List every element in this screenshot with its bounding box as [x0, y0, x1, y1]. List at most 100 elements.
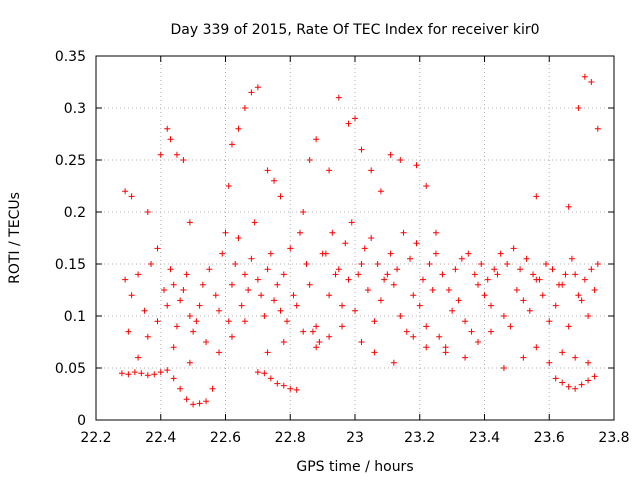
data-point	[164, 367, 171, 374]
data-point	[287, 245, 294, 252]
data-point	[196, 302, 203, 309]
data-point	[423, 323, 430, 330]
data-point	[559, 379, 566, 386]
data-point	[225, 318, 232, 325]
data-point	[585, 377, 592, 384]
data-point	[358, 146, 365, 153]
data-point	[170, 281, 177, 288]
data-point	[335, 266, 342, 273]
data-point	[203, 398, 210, 405]
data-point	[306, 281, 313, 288]
data-point	[154, 318, 161, 325]
data-point	[439, 271, 446, 278]
data-point	[371, 349, 378, 356]
data-point	[135, 271, 142, 278]
data-point	[588, 266, 595, 273]
data-point	[368, 235, 375, 241]
data-point	[144, 209, 151, 215]
data-point	[426, 261, 433, 267]
data-point	[313, 344, 320, 351]
data-point	[384, 271, 391, 278]
data-point	[203, 339, 210, 345]
data-point	[494, 271, 501, 278]
data-point	[591, 287, 598, 293]
data-point	[352, 307, 358, 314]
data-point	[186, 359, 193, 366]
data-point	[241, 105, 248, 111]
data-point	[157, 369, 164, 376]
data-point	[445, 287, 452, 293]
data-point	[326, 292, 333, 299]
data-point	[296, 229, 303, 236]
data-point	[196, 400, 203, 407]
data-point	[543, 261, 550, 267]
data-point	[423, 183, 430, 189]
data-point	[588, 79, 595, 85]
data-point	[455, 297, 462, 304]
data-point	[122, 276, 129, 283]
data-point	[575, 292, 582, 299]
data-point	[533, 193, 540, 200]
data-point	[394, 266, 401, 273]
data-point	[322, 250, 329, 257]
data-point	[497, 250, 504, 257]
data-point	[183, 396, 190, 403]
data-point	[209, 385, 216, 392]
data-point	[183, 271, 190, 278]
data-point	[280, 339, 287, 345]
data-point	[471, 271, 478, 278]
data-point	[219, 250, 226, 257]
data-point	[177, 297, 184, 304]
data-point	[167, 136, 174, 143]
data-point	[128, 292, 135, 299]
data-point	[157, 151, 164, 158]
y-tick-label: 0.15	[55, 257, 86, 273]
data-point	[510, 245, 517, 252]
data-point	[160, 287, 167, 293]
data-point	[186, 313, 193, 319]
data-point	[180, 287, 187, 293]
x-tick-label: 23.6	[534, 430, 565, 446]
data-point	[381, 276, 388, 283]
data-point	[144, 372, 151, 379]
data-point	[141, 307, 148, 314]
data-point	[277, 193, 284, 200]
data-point	[468, 328, 475, 335]
data-point	[578, 381, 585, 388]
y-axis-label: ROTI / TECUs	[7, 192, 23, 284]
data-point	[216, 307, 223, 314]
data-point	[277, 307, 284, 314]
data-point	[167, 266, 174, 273]
chart-title: Day 339 of 2015, Rate Of TEC Index for r…	[170, 22, 539, 38]
data-point	[374, 261, 381, 267]
data-point	[228, 333, 235, 340]
data-point	[585, 359, 592, 366]
data-point	[594, 261, 601, 267]
data-point	[274, 281, 281, 288]
data-point	[131, 369, 138, 376]
data-point	[138, 370, 145, 377]
data-point	[271, 177, 278, 184]
data-point	[251, 219, 258, 226]
data-point	[484, 276, 491, 283]
data-point	[513, 287, 520, 293]
x-axis-label: GPS time / hours	[296, 459, 413, 475]
data-point	[432, 229, 439, 236]
y-tick-label: 0.1	[64, 309, 86, 325]
data-point	[436, 333, 443, 340]
data-point	[539, 292, 546, 299]
data-point	[293, 302, 300, 309]
data-point	[248, 89, 255, 96]
data-point	[565, 383, 572, 390]
data-point	[342, 240, 349, 247]
data-point	[303, 261, 310, 267]
data-point	[530, 271, 537, 278]
data-point	[442, 349, 449, 356]
data-point	[565, 203, 572, 210]
data-point	[345, 276, 352, 283]
data-point	[309, 328, 316, 335]
data-point	[228, 141, 235, 148]
data-point	[581, 73, 588, 80]
data-point	[151, 371, 158, 378]
data-point	[520, 297, 527, 304]
